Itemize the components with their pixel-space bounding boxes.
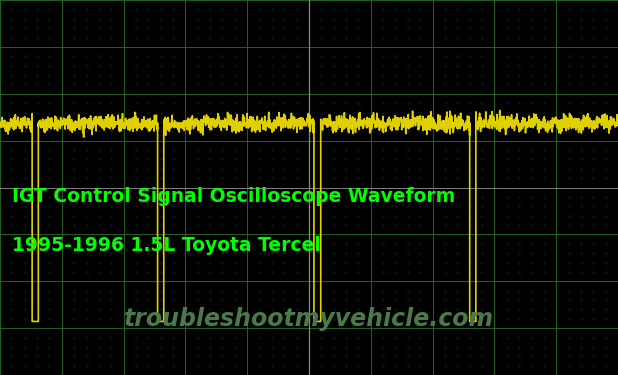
Text: 1995-1996 1.5L Toyota Tercel: 1995-1996 1.5L Toyota Tercel — [12, 236, 321, 255]
Text: IGT Control Signal Oscilloscope Waveform: IGT Control Signal Oscilloscope Waveform — [12, 188, 455, 207]
Text: troubleshootmyvehicle.com: troubleshootmyvehicle.com — [124, 307, 494, 331]
